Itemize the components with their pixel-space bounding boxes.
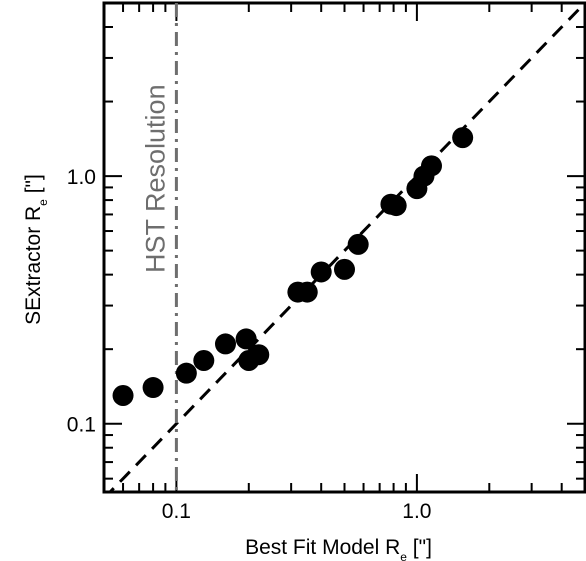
hst-resolution-label: HST Resolution	[140, 84, 170, 273]
data-point	[175, 362, 197, 384]
one-to-one-line	[107, 3, 585, 492]
data-point	[235, 328, 257, 350]
data-point	[310, 261, 332, 283]
data-point	[112, 385, 134, 407]
data-point	[452, 127, 474, 149]
x-tick-label: 1.0	[402, 500, 431, 523]
y-axis-label-subscript: e	[36, 199, 50, 206]
data-point	[214, 333, 236, 355]
data-point	[248, 344, 270, 366]
data-point	[296, 281, 318, 303]
x-axis-label: Best Fit Model Re ["]	[245, 536, 432, 561]
data-point	[334, 258, 355, 280]
y-tick-label: 0.1	[67, 414, 96, 437]
data-point	[420, 155, 442, 177]
x-tick-label: 0.1	[162, 500, 191, 523]
data-point	[347, 233, 369, 255]
data-point	[385, 195, 407, 217]
x-axis-label-subscript: e	[400, 550, 407, 561]
data-point	[193, 350, 215, 372]
y-axis-label: SExtractor Re ["]	[22, 174, 50, 325]
y-tick-label: 1.0	[67, 166, 96, 189]
data-point	[142, 377, 164, 399]
